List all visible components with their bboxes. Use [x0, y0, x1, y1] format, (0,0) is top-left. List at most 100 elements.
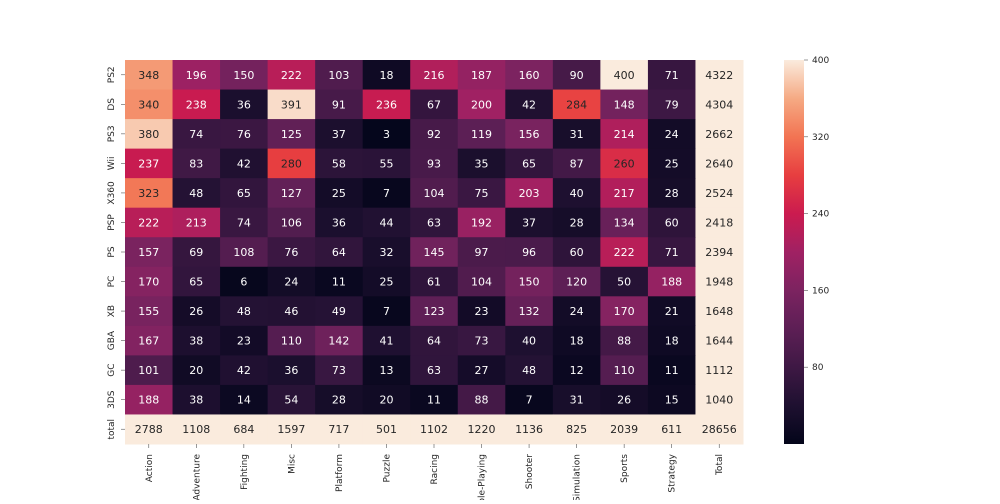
cell-value-label: 18: [665, 335, 679, 348]
heatmap-cell: [695, 325, 744, 356]
cell-value-label: 2418: [705, 216, 733, 229]
cell-value-label: 1948: [705, 276, 733, 289]
cell-value-label: 611: [661, 423, 682, 436]
heatmap-cell: [695, 178, 744, 209]
heatmap-cell: [647, 148, 696, 179]
cell-value-label: 1220: [468, 423, 496, 436]
cell-labels: 348 196 150 222 103 18 216 187 160 90 400 71 4322340…: [135, 69, 737, 436]
heatmap-cell: [267, 60, 316, 91]
heatmap-cell: [362, 89, 411, 120]
cell-value-label: 1597: [277, 423, 305, 436]
x-tick-label: Role-Playing: [478, 454, 488, 500]
x-tick-label: Puzzle: [382, 454, 392, 483]
heatmap-cell: [220, 325, 269, 356]
heatmap-cell: [505, 119, 554, 150]
heatmap-cell: [267, 237, 316, 268]
heatmap-cell: [647, 355, 696, 386]
heatmap-cell: [315, 414, 364, 445]
cell-value-label: 2662: [705, 128, 733, 141]
cell-value-label: 157: [138, 246, 159, 259]
heatmap-cell: [125, 384, 174, 415]
cell-value-label: 76: [284, 246, 298, 259]
cell-value-label: 58: [332, 157, 346, 170]
heatmap-cell: [172, 414, 221, 445]
heatmap-cell: [172, 148, 221, 179]
heatmap-cell: [267, 148, 316, 179]
cell-value-label: 18: [379, 69, 393, 82]
cell-value-label: 1108: [182, 423, 210, 436]
cell-value-label: 110: [614, 364, 635, 377]
heatmap-cell: [267, 119, 316, 150]
heatmap-cell: [267, 384, 316, 415]
heatmap-cell: [647, 119, 696, 150]
y-tick-label: XB: [107, 305, 117, 317]
heatmap-cell: [695, 60, 744, 91]
y-tick-label: PS: [107, 246, 117, 257]
heatmap-cell: [220, 296, 269, 327]
heatmap-cell: [410, 207, 459, 238]
heatmap-cell: [647, 266, 696, 297]
heatmap-cell: [172, 384, 221, 415]
heatmap-cell: [220, 414, 269, 445]
heatmap-cell: [172, 266, 221, 297]
colorbar-tick-label: 400: [812, 56, 829, 66]
heatmap-cell: [552, 89, 601, 120]
cell-value-label: 348: [138, 69, 159, 82]
heatmap-cell: [220, 266, 269, 297]
heatmap-cell: [600, 384, 649, 415]
cell-value-label: 1136: [515, 423, 543, 436]
cell-value-label: 26: [617, 394, 631, 407]
heatmap-cell: [552, 384, 601, 415]
cell-value-label: 7: [383, 187, 390, 200]
heatmap-cell: [600, 266, 649, 297]
cell-value-label: 60: [570, 246, 584, 259]
heatmap-cell: [457, 178, 506, 209]
cell-value-label: 64: [332, 246, 346, 259]
cell-value-label: 60: [665, 216, 679, 229]
cell-value-label: 501: [376, 423, 397, 436]
cell-value-label: 3: [383, 128, 390, 141]
cell-value-label: 91: [332, 98, 346, 111]
heatmap-cell: [457, 414, 506, 445]
heatmap-cell: [315, 325, 364, 356]
heatmap-cell: [315, 89, 364, 120]
heatmap-cell: [315, 207, 364, 238]
cell-value-label: 36: [284, 364, 298, 377]
cell-value-label: 110: [281, 335, 302, 348]
heatmap-cell: [552, 414, 601, 445]
heatmap-cell: [457, 89, 506, 120]
heatmap-cell: [125, 355, 174, 386]
heatmap-cell: [172, 119, 221, 150]
cell-value-label: 106: [281, 216, 302, 229]
heatmap-cell: [220, 384, 269, 415]
y-tick-label: PC: [107, 276, 117, 288]
heatmap-cell: [220, 89, 269, 120]
cell-value-label: 64: [427, 335, 441, 348]
heatmap-cell: [410, 119, 459, 150]
y-tick-label: Wii: [107, 157, 117, 171]
cell-value-label: 24: [570, 305, 584, 318]
cell-value-label: 63: [427, 364, 441, 377]
heatmap-cell: [410, 384, 459, 415]
cell-value-label: 188: [661, 276, 682, 289]
cell-value-label: 1644: [705, 335, 733, 348]
heatmap-cell: [695, 89, 744, 120]
heatmap-cell: [505, 237, 554, 268]
cell-value-label: 142: [328, 335, 349, 348]
heatmap-cell: [457, 60, 506, 91]
cell-value-label: 90: [570, 69, 584, 82]
heatmap-cell: [600, 89, 649, 120]
heatmap-cell: [695, 384, 744, 415]
cell-value-label: 18: [570, 335, 584, 348]
cell-value-label: 88: [475, 394, 489, 407]
cell-value-label: 28: [570, 216, 584, 229]
heatmap-cell: [505, 355, 554, 386]
cell-value-label: 38: [189, 335, 203, 348]
heatmap-cell: [600, 355, 649, 386]
y-tick-label: DS: [107, 98, 117, 111]
heatmap-cell: [505, 296, 554, 327]
cell-value-label: 7: [526, 394, 533, 407]
cell-value-label: 38: [189, 394, 203, 407]
cell-value-label: 26: [189, 305, 203, 318]
y-tick-label: PS2: [107, 66, 117, 83]
